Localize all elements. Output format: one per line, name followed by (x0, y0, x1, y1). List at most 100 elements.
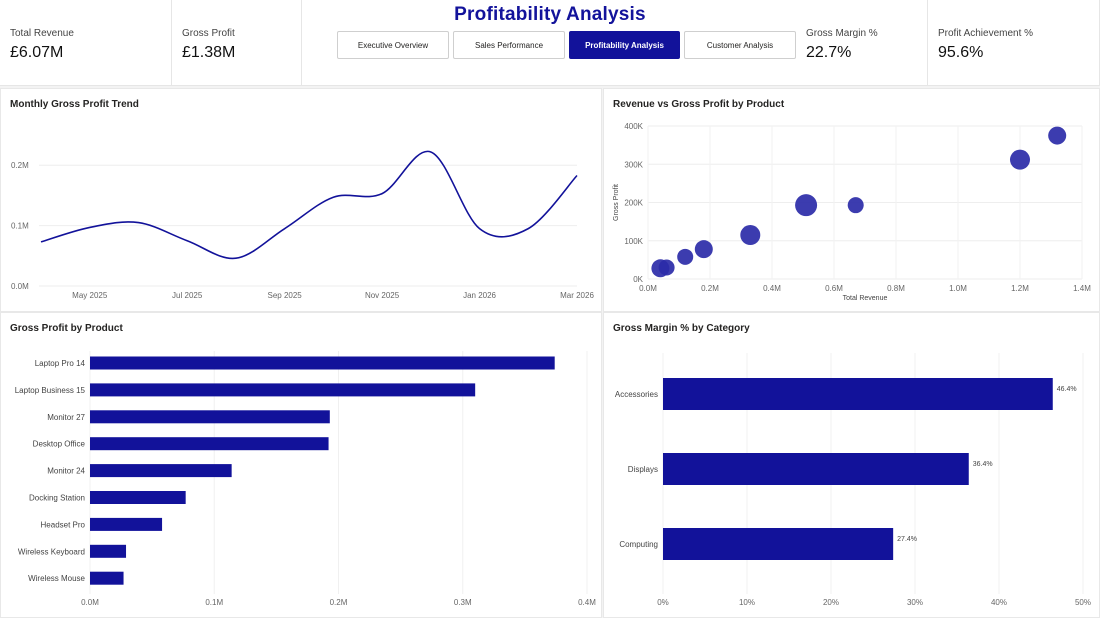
x-tick-label: 50% (1075, 598, 1091, 607)
bar (90, 356, 555, 370)
x-tick-label: 0.6M (825, 284, 843, 293)
gross-profit-line (40, 150, 578, 260)
x-tick-label: 1.4M (1073, 284, 1091, 293)
revenue-vs-profit-panel: Revenue vs Gross Profit by Product 0K 100… (603, 88, 1100, 312)
x-tick-label: Jul 2025 (172, 291, 203, 300)
scatter-point (740, 225, 761, 246)
kpi-label: Gross Profit (182, 28, 235, 39)
bar (90, 437, 329, 451)
kpi-label: Total Revenue (10, 28, 74, 39)
y-tick-label: 0K (633, 275, 643, 284)
category-label: Displays (628, 465, 658, 474)
category-label: Accessories (615, 390, 658, 399)
nav-sales-performance-button[interactable]: Sales Performance (453, 31, 565, 59)
kpi-profit-achievement: Profit Achievement % 95.6% (928, 0, 1100, 86)
x-tick-label: Sep 2025 (268, 291, 303, 300)
bar (90, 517, 163, 531)
x-tick-label: 0% (657, 598, 669, 607)
bar (663, 378, 1053, 410)
line-chart: 0.0M 0.1M 0.2M May 2025 Jul 2025 Sep 2025 Nov … (11, 150, 594, 300)
gross-profit-by-product-panel: Gross Profit by Product 0.0M 0.1M 0.2M 0.3M… (0, 312, 602, 618)
y-tick-label: 0.1M (11, 222, 29, 231)
x-tick-label: 0.1M (205, 598, 223, 607)
product-bar-chart: 0.0M 0.1M 0.2M 0.3M 0.4M Laptop Pro 14 Laptop … (15, 351, 596, 607)
x-tick-label: 0.2M (701, 284, 719, 293)
scatter-chart: 0K 100K 200K 300K 400K 0.0M 0.2M 0.4M 0.6M 0.8M 1.… (613, 122, 1091, 302)
category-label: Laptop Business 15 (15, 386, 86, 395)
y-tick-label: 0.2M (11, 161, 29, 170)
x-tick-label: Mar 2026 (560, 291, 594, 300)
category-label: Desktop Office (33, 440, 86, 449)
category-label: Computing (619, 540, 658, 549)
page-title: Profitability Analysis (454, 4, 646, 25)
scatter-point (694, 240, 713, 259)
x-tick-label: 30% (907, 598, 923, 607)
x-tick-label: 40% (991, 598, 1007, 607)
category-label: Headset Pro (41, 520, 86, 529)
gross-margin-by-category-panel: Gross Margin % by Category 0% 10% 20% 30% 40… (603, 312, 1100, 618)
bar (90, 410, 330, 424)
kpi-value: 95.6% (938, 44, 984, 61)
bar (90, 464, 232, 478)
kpi-gross-margin: Gross Margin % 22.7% (796, 0, 928, 86)
x-tick-label: Nov 2025 (365, 291, 400, 300)
y-tick-label: 100K (624, 237, 643, 246)
x-tick-label: Jan 2026 (463, 291, 496, 300)
x-tick-label: 0.3M (454, 598, 472, 607)
y-tick-label: 0.0M (11, 282, 29, 291)
x-tick-label: 0.0M (81, 598, 99, 607)
chart-title: Monthly Gross Profit Trend (10, 99, 139, 110)
data-label: 27.4% (897, 536, 917, 543)
monthly-gross-profit-panel: Monthly Gross Profit Trend 0.0M 0.1M 0.2M M… (0, 88, 602, 312)
y-tick-label: 200K (624, 199, 643, 208)
data-label: 46.4% (1057, 386, 1077, 393)
kpi-label: Profit Achievement % (938, 28, 1034, 39)
category-label: Docking Station (29, 494, 85, 503)
kpi-value: 22.7% (806, 44, 852, 61)
kpi-gross-profit: Gross Profit £1.38M (172, 0, 302, 86)
y-tick-label: 400K (624, 122, 643, 131)
nav-customer-analysis-button[interactable]: Customer Analysis (684, 31, 796, 59)
nav-profitability-analysis-button[interactable]: Profitability Analysis (569, 31, 680, 59)
kpi-label: Gross Margin % (806, 28, 878, 39)
x-axis-label: Total Revenue (843, 295, 888, 302)
scatter-point (1048, 126, 1067, 145)
x-tick-label: 10% (739, 598, 755, 607)
x-tick-label: 1.2M (1011, 284, 1029, 293)
bar (90, 491, 186, 504)
scatter-point (795, 194, 818, 217)
x-tick-label: 0.2M (330, 598, 348, 607)
category-label: Wireless Mouse (28, 574, 85, 583)
y-tick-label: 300K (624, 160, 643, 169)
scatter-point (677, 248, 694, 265)
bar (90, 383, 476, 397)
scatter-point (658, 259, 675, 276)
x-tick-label: May 2025 (72, 291, 108, 300)
bar (90, 544, 127, 558)
data-label: 36.4% (973, 461, 993, 468)
bar (663, 528, 894, 560)
x-tick-label: 20% (823, 598, 839, 607)
bar (663, 453, 969, 485)
scatter-point (1010, 149, 1030, 170)
y-axis-label: Gross Profit (613, 184, 620, 221)
category-label: Laptop Pro 14 (35, 359, 86, 368)
x-tick-label: 0.4M (763, 284, 781, 293)
category-label: Monitor 27 (47, 413, 85, 422)
scatter-point (847, 197, 864, 214)
bar (90, 571, 124, 585)
category-label: Wireless Keyboard (18, 547, 85, 556)
chart-title: Revenue vs Gross Profit by Product (613, 99, 785, 110)
category-bar-chart: 0% 10% 20% 30% 40% 50% Accessories 46.4% Display… (615, 353, 1091, 607)
chart-title: Gross Profit by Product (10, 323, 123, 334)
kpi-value: £6.07M (10, 44, 64, 61)
x-tick-label: 0.8M (887, 284, 905, 293)
chart-title: Gross Margin % by Category (613, 323, 750, 334)
x-tick-label: 0.4M (578, 598, 596, 607)
kpi-total-revenue: Total Revenue £6.07M (0, 0, 172, 86)
category-label: Monitor 24 (47, 467, 85, 476)
x-tick-label: 1.0M (949, 284, 967, 293)
kpi-value: £1.38M (182, 44, 236, 61)
x-tick-label: 0.0M (639, 284, 657, 293)
nav-executive-overview-button[interactable]: Executive Overview (337, 31, 449, 59)
